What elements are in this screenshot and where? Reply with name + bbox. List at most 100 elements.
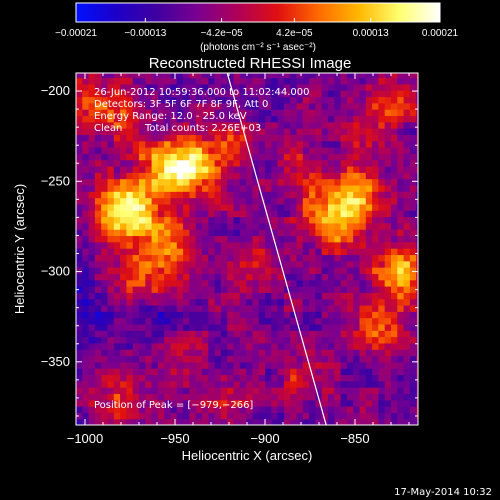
heatmap-cell — [290, 279, 298, 287]
heatmap-cell — [176, 184, 184, 192]
heatmap-cell — [290, 109, 298, 117]
heatmap-cell — [346, 203, 354, 211]
heatmap-cell — [384, 229, 392, 237]
heatmap-cell — [409, 374, 417, 382]
heatmap-cell — [378, 216, 386, 224]
heatmap-cell — [283, 323, 291, 331]
heatmap-cell — [139, 361, 146, 369]
heatmap-cell — [126, 235, 134, 243]
heatmap-cell — [328, 399, 335, 407]
heatmap-cell — [353, 83, 361, 91]
heatmap-cell — [391, 216, 398, 224]
heatmap-cell — [202, 304, 209, 312]
heatmap-cell — [252, 102, 260, 110]
heatmap-cell — [239, 229, 247, 237]
heatmap-cell — [151, 380, 159, 388]
heatmap-cell — [252, 77, 260, 85]
heatmap-cell — [246, 222, 253, 230]
heatmap-cell — [346, 273, 354, 281]
heatmap-cell — [321, 197, 329, 205]
heatmap-cell — [391, 406, 398, 413]
heatmap-cell — [258, 248, 266, 256]
heatmap-cell — [296, 336, 304, 344]
heatmap-cell — [246, 115, 253, 123]
heatmap-cell — [239, 153, 247, 161]
heatmap-cell — [233, 342, 241, 350]
heatmap-cell — [132, 222, 140, 230]
heatmap-cell — [183, 374, 190, 382]
heatmap-cell — [328, 83, 335, 91]
heatmap-cell — [334, 203, 342, 211]
heatmap-cell — [170, 140, 178, 148]
heatmap-cell — [372, 260, 379, 268]
heatmap-cell — [183, 102, 190, 110]
heatmap-cell — [132, 267, 140, 274]
heatmap-cell — [340, 267, 348, 274]
heatmap-cell — [132, 241, 140, 249]
heatmap-cell — [258, 311, 266, 319]
heatmap-cell — [258, 279, 266, 287]
heatmap-cell — [315, 355, 323, 363]
heatmap-cell — [126, 159, 134, 167]
heatmap-cell — [353, 323, 361, 331]
heatmap-cell — [214, 336, 222, 344]
heatmap-cell — [227, 121, 235, 129]
heatmap-cell — [353, 235, 361, 243]
heatmap-cell — [126, 323, 134, 331]
heatmap-cell — [227, 203, 235, 211]
heatmap-cell — [145, 355, 153, 363]
heatmap-cell — [328, 298, 335, 306]
heatmap-cell — [233, 222, 241, 230]
heatmap-cell — [164, 115, 172, 123]
heatmap-cell — [328, 387, 335, 395]
heatmap-cell — [265, 311, 272, 319]
heatmap-cell — [233, 147, 241, 154]
heatmap-cell — [252, 90, 260, 98]
heatmap-cell — [157, 248, 165, 256]
heatmap-cell — [265, 178, 272, 186]
heatmap-cell — [214, 342, 222, 350]
heatmap-cell — [227, 387, 235, 395]
heatmap-cell — [214, 292, 222, 300]
heatmap-cell — [189, 229, 197, 237]
heatmap-cell — [202, 368, 209, 376]
annotation-peak-position: Position of Peak = [−979,−266] — [94, 400, 253, 411]
heatmap — [76, 73, 418, 425]
heatmap-cell — [346, 197, 354, 205]
heatmap-cell — [271, 286, 279, 293]
heatmap-cell — [183, 342, 190, 350]
heatmap-cell — [277, 254, 285, 262]
heatmap-cell — [290, 90, 298, 98]
heatmap-cell — [107, 323, 115, 331]
heatmap-cell — [321, 412, 329, 420]
heatmap-cell — [277, 128, 285, 135]
heatmap-cell — [76, 222, 83, 230]
heatmap-cell — [227, 393, 235, 401]
heatmap-cell — [302, 355, 310, 363]
heatmap-cell — [359, 115, 367, 123]
heatmap-cell — [157, 147, 165, 154]
heatmap-cell — [164, 222, 172, 230]
heatmap-cell — [277, 336, 285, 344]
heatmap-cell — [283, 128, 291, 135]
heatmap-cell — [145, 96, 153, 104]
heatmap-cell — [239, 342, 247, 350]
heatmap-cell — [239, 90, 247, 98]
heatmap-cell — [271, 406, 279, 413]
heatmap-cell — [170, 115, 178, 123]
heatmap-cell — [391, 304, 398, 312]
heatmap-cell — [353, 418, 361, 425]
heatmap-cell — [220, 235, 228, 243]
heatmap-cell — [220, 336, 228, 344]
heatmap-cell — [283, 172, 291, 180]
heatmap-cell — [258, 165, 266, 173]
heatmap-cell — [132, 380, 140, 388]
heatmap-cell — [321, 380, 329, 388]
heatmap-cell — [315, 374, 323, 382]
heatmap-cell — [365, 184, 373, 192]
heatmap-cell — [353, 197, 361, 205]
heatmap-cell — [359, 412, 367, 420]
heatmap-cell — [359, 254, 367, 262]
heatmap-cell — [145, 387, 153, 395]
heatmap-cell — [346, 267, 354, 274]
